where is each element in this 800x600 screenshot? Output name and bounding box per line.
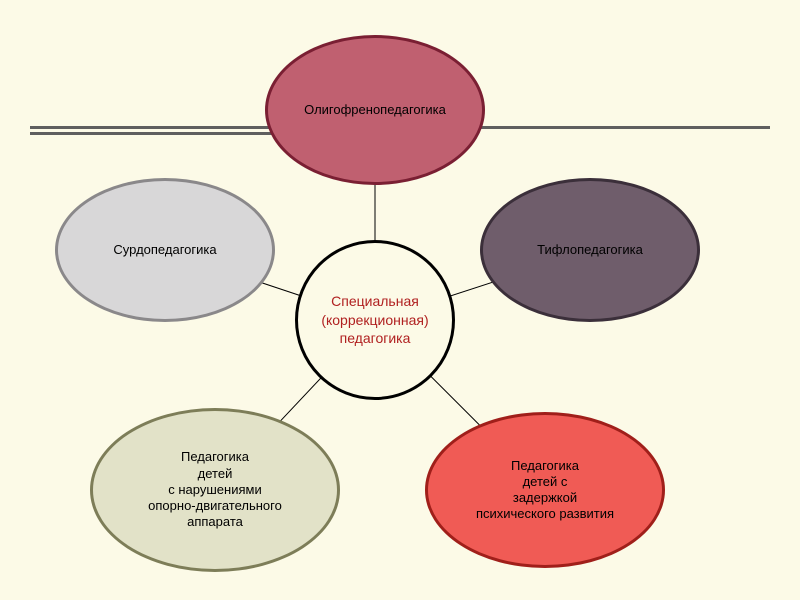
center-label: Специальная (коррекционная) педагогика — [321, 292, 428, 349]
diagram-canvas: Олигофренопедагогика Тифлопедагогика Педаг… — [0, 0, 800, 600]
center-node: Специальная (коррекционная) педагогика — [295, 240, 455, 400]
node-label-oda: Педагогика детей с нарушениями опорно-дв… — [142, 449, 288, 530]
node-label-zpr: Педагогика детей с задержкой психическог… — [470, 458, 620, 523]
node-label-tiflo: Тифлопедагогика — [531, 242, 649, 258]
node-tiflo: Тифлопедагогика — [480, 178, 700, 322]
node-oda: Педагогика детей с нарушениями опорно-дв… — [90, 408, 340, 572]
node-surdo: Сурдопедагогика — [55, 178, 275, 322]
node-label-surdo: Сурдопедагогика — [107, 242, 222, 258]
node-zpr: Педагогика детей с задержкой психическог… — [425, 412, 665, 568]
node-label-oligo: Олигофренопедагогика — [298, 102, 452, 118]
node-oligo: Олигофренопедагогика — [265, 35, 485, 185]
